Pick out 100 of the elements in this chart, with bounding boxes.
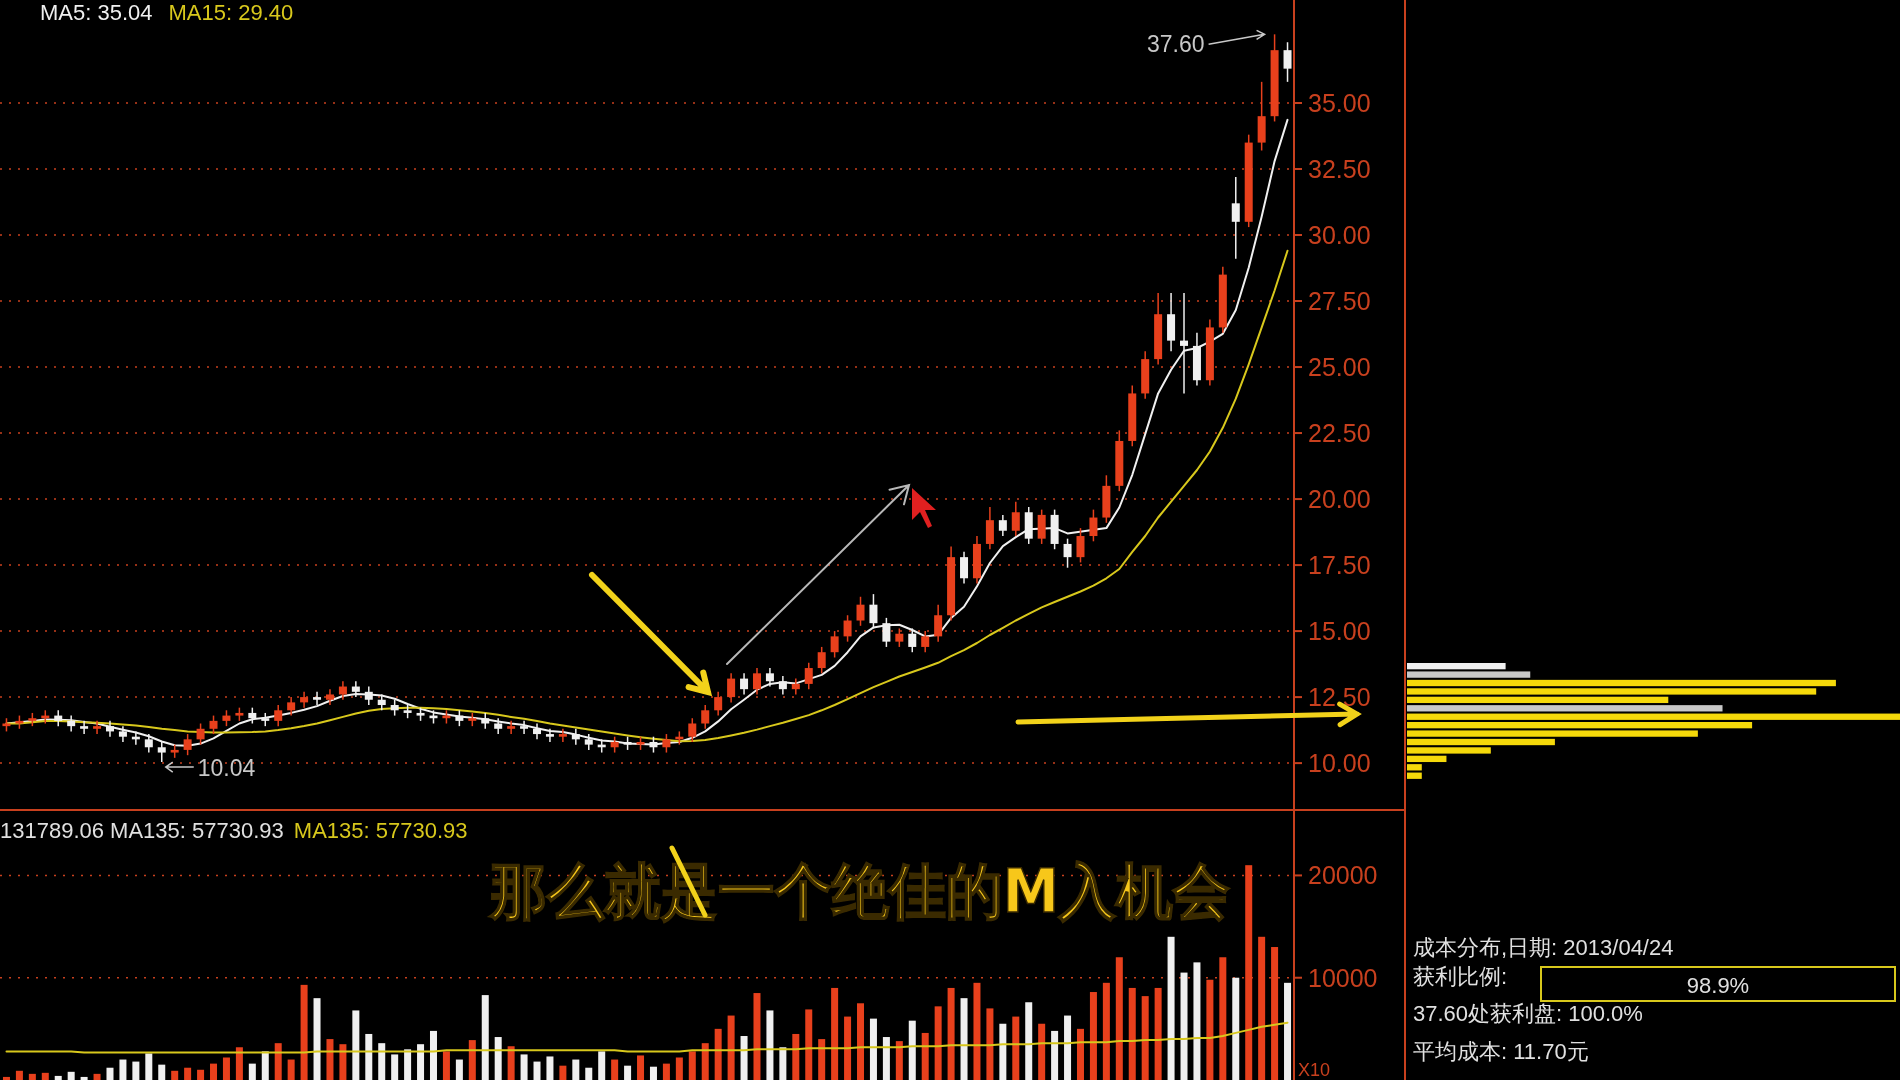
bar — [2, 1076, 10, 1080]
candlestick — [701, 704, 710, 730]
y-tick-label: 32.50 — [1308, 154, 1371, 183]
bar — [1407, 705, 1723, 712]
bar — [1154, 987, 1162, 1080]
bar — [960, 998, 968, 1080]
bar — [844, 1016, 852, 1080]
y-tick-label: 10.00 — [1308, 749, 1371, 778]
text: 98.9% — [1686, 973, 1750, 998]
bar — [908, 1020, 916, 1080]
bar — [1102, 982, 1110, 1080]
bar — [145, 1053, 153, 1080]
y-tick-label: 30.00 — [1308, 221, 1371, 250]
candlestick — [934, 603, 943, 643]
bar — [313, 998, 321, 1080]
bar — [1407, 688, 1817, 695]
bar — [455, 1059, 463, 1080]
bar — [339, 1044, 347, 1080]
candlestick — [300, 691, 309, 709]
bar — [404, 1049, 412, 1080]
candlestick — [714, 691, 723, 717]
bar — [1219, 957, 1227, 1080]
annotation: 10.04 — [197, 755, 256, 782]
candlestick — [520, 720, 529, 735]
bar — [1407, 696, 1669, 704]
bar — [1167, 936, 1175, 1080]
bar — [248, 1063, 256, 1080]
candlestick — [364, 685, 373, 706]
bar — [287, 1059, 295, 1080]
bar — [1076, 1028, 1084, 1080]
candlestick — [778, 675, 787, 696]
candlestick — [765, 667, 774, 688]
candlestick — [1180, 292, 1189, 395]
candlestick — [287, 696, 296, 717]
bar — [805, 1009, 813, 1080]
candlestick — [1283, 41, 1292, 83]
bar — [468, 1040, 476, 1080]
bar — [520, 1054, 528, 1080]
candlestick — [558, 728, 567, 743]
bar — [947, 987, 955, 1080]
candlestick — [817, 646, 826, 675]
bar — [857, 1003, 865, 1080]
y-tick-label: 17.50 — [1308, 551, 1371, 580]
bar — [222, 1057, 230, 1080]
bar — [792, 1033, 800, 1080]
y-tick-label: 10000 — [1308, 963, 1378, 992]
bar — [300, 984, 308, 1080]
bar — [1407, 663, 1506, 670]
candlestick — [921, 630, 930, 653]
bar — [494, 1037, 502, 1080]
bar — [54, 1075, 62, 1080]
bar — [999, 1023, 1007, 1080]
candlestick — [985, 506, 994, 550]
bar — [1012, 1016, 1020, 1080]
bar — [132, 1061, 140, 1080]
text: MA15: 29.40 — [168, 0, 294, 25]
candlestick — [313, 691, 322, 706]
candlestick — [662, 733, 671, 754]
bar — [1128, 987, 1136, 1080]
bar — [649, 1066, 657, 1080]
bar — [1407, 730, 1698, 737]
bar — [688, 1051, 696, 1080]
bar — [869, 1018, 877, 1080]
bar — [1038, 1023, 1046, 1080]
line-series — [5, 1021, 1289, 1054]
bar — [171, 1070, 179, 1080]
bar — [727, 1015, 735, 1080]
text: 37.60处获利盘: 100.0% — [1413, 1001, 1643, 1026]
candlestick — [1011, 500, 1020, 537]
bar — [1407, 755, 1447, 763]
text: X10 — [1298, 1060, 1331, 1080]
y-tick-label: 20.00 — [1308, 485, 1371, 514]
y-tick-label: 22.50 — [1308, 419, 1371, 448]
bar — [1025, 1002, 1033, 1080]
bar — [442, 1051, 450, 1080]
text: MA5: 35.04 — [40, 0, 153, 25]
candlestick — [895, 627, 904, 648]
candlestick — [183, 733, 192, 756]
bar — [235, 1047, 243, 1080]
bar — [895, 1041, 903, 1080]
bar — [1232, 977, 1240, 1080]
candlestick — [804, 662, 813, 690]
y-tick-label: 12.50 — [1308, 683, 1371, 712]
bar — [210, 1063, 218, 1080]
bar — [585, 1067, 593, 1080]
bar — [1051, 1030, 1059, 1080]
bar — [352, 1010, 360, 1080]
bar — [1284, 982, 1292, 1080]
bar — [1141, 996, 1149, 1080]
candlestick — [351, 680, 360, 698]
bar — [1407, 713, 1900, 720]
candlestick — [882, 617, 891, 648]
y-tick-label: 15.00 — [1308, 617, 1371, 646]
bar — [1193, 962, 1201, 1080]
bar — [753, 993, 761, 1080]
candlestick — [727, 672, 736, 704]
candlestick — [545, 728, 554, 743]
bar — [41, 1072, 49, 1080]
bar — [1245, 865, 1253, 1080]
bar — [714, 1028, 722, 1080]
